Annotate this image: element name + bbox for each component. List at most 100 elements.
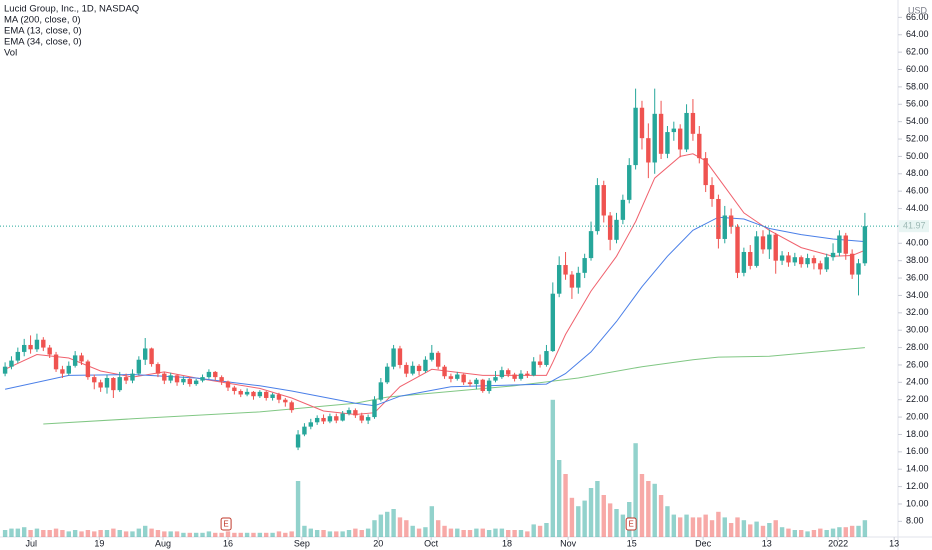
volume-bar [283,532,288,537]
volume-bar [410,525,415,537]
candle-body [295,434,301,448]
volume-bar [168,531,173,537]
candle-body [244,391,250,395]
candle-body [512,374,517,379]
x-tick-label: 20 [373,538,383,548]
volume-bar [251,532,256,537]
candle-body [805,258,810,265]
candle-body [193,380,199,385]
candle-body [550,293,556,352]
candle-body [556,265,562,294]
candle-body [633,107,638,166]
indicator-layer [4,153,866,425]
volume-bar [104,530,110,537]
volume-bar [862,520,868,537]
volume-bar [601,495,606,537]
candle-body [359,415,364,421]
volume-bar [149,528,154,537]
volume-bar [213,532,218,537]
volume-bar [779,527,785,537]
volume-bar [741,520,747,537]
candle-body [264,391,269,398]
candle-body [270,394,275,398]
candle-body [620,199,626,220]
volume-bar [9,528,14,537]
volume-bar [391,509,396,537]
volume-bar [512,530,517,537]
y-tick-label: 56.00 [906,99,929,109]
volume-bar [684,514,689,537]
volume-bar [843,527,848,537]
x-tick-label: 15 [627,538,637,548]
candle-body [162,373,167,381]
candle-body [773,234,778,261]
axis-layer: 8.00 10.00 12.00 14.00 16.00 18.00 20.00 22.00 2… [0,12,929,548]
y-tick-label: 66.00 [906,12,929,22]
candle-body [563,265,568,275]
candle-body [155,364,161,374]
x-tick-label: Jul [25,538,37,548]
candle-body [735,226,740,273]
candle-body [28,344,33,350]
candle-body [314,417,320,423]
candle-body [168,375,173,381]
volume-bar [34,528,40,537]
candle-body [423,359,428,372]
candle-body [728,215,734,227]
candle-body [283,399,288,403]
candle-body [257,391,263,397]
candle-body [569,274,575,288]
candle-body [856,263,861,275]
y-tick-label: 40.00 [906,238,929,248]
y-tick-label: 10.00 [906,498,929,508]
x-tick-label: 16 [223,538,233,548]
x-tick-label: Sep [294,538,310,548]
candle-body [792,257,798,263]
volume-bar [130,531,135,537]
candle-body [455,374,460,379]
volume-bar [499,528,505,537]
candle-body [480,379,485,392]
candle-body [748,251,753,266]
candle-body [9,360,14,367]
candle-body [461,374,466,383]
volume-bar [639,474,645,537]
candle-body [582,258,587,273]
volume-bar [28,530,33,537]
candle-body [117,377,122,391]
volume-bar [716,511,721,537]
volume-bar [276,531,282,537]
legend-entry: EMA (13, close, 0) [4,26,82,37]
candle-body [499,370,505,378]
candle-body [531,361,536,376]
volume-bar [544,523,549,537]
y-tick-label: 14.00 [906,464,929,474]
volume-bar [353,528,358,537]
volume-bar [136,528,142,537]
volume-bar [658,495,664,537]
legend-entry: Vol [4,48,17,59]
volume-bar [786,528,791,537]
candle-body [671,128,677,133]
candle-body [824,257,829,270]
x-tick-label: 2022 [828,538,848,548]
candle-body [123,377,129,381]
volume-bar [117,530,122,537]
candle-body [474,379,479,385]
candle-body [518,373,524,379]
candle-body [334,416,339,421]
candle-body [385,366,390,383]
volume-bar [416,528,422,537]
candle-body [639,107,645,139]
earnings-label: E [223,520,228,529]
candle-body [372,399,377,418]
volume-bar [111,528,116,537]
volume-bar [60,530,65,537]
candle-body [716,198,721,239]
y-tick-label: 18.00 [906,429,929,439]
candle-body [690,112,696,134]
volume-bar [327,531,333,537]
candle-body [15,351,21,361]
volume-bar [448,528,454,537]
